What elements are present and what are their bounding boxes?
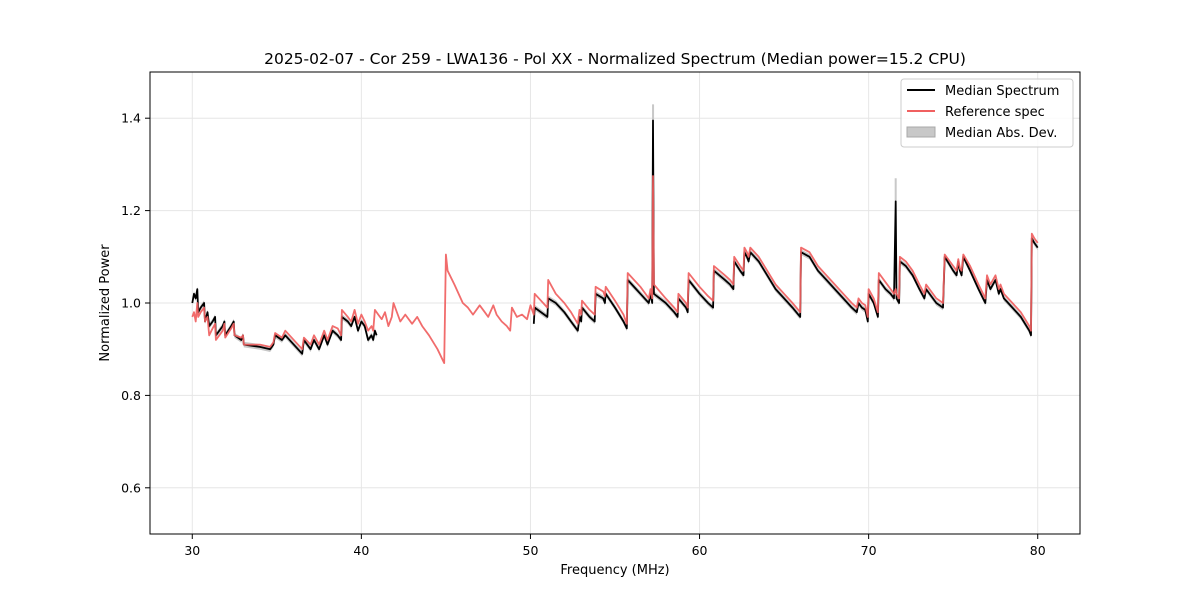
y-axis-label: Normalized Power [98, 244, 113, 362]
x-tick-label: 80 [1030, 543, 1046, 558]
legend: Median Spectrum Reference spec Median Ab… [900, 78, 1074, 148]
legend-box [900, 78, 1074, 148]
reference-spectrum-layer [191, 175, 1039, 365]
x-tick-label: 30 [184, 543, 200, 558]
x-axis-label: Frequency (MHz) [560, 563, 669, 578]
y-axis-ticks: 0.6 0.8 1.0 1.2 1.4 [121, 111, 150, 495]
y-tick-label: 0.8 [121, 388, 141, 403]
y-tick-label: 1.2 [121, 203, 141, 218]
chart-title: 2025-02-07 - Cor 259 - LWA136 - Pol XX -… [264, 50, 966, 68]
x-tick-label: 70 [861, 543, 877, 558]
x-tick-label: 60 [692, 543, 708, 558]
y-tick-label: 1.0 [121, 296, 141, 311]
y-tick-label: 0.6 [121, 480, 141, 495]
reference-spectrum-line [191, 175, 1039, 365]
y-tick-label: 1.4 [121, 111, 141, 126]
legend-reference-label: Reference spec [945, 105, 1045, 120]
x-axis-ticks: 30 40 50 60 70 80 [184, 534, 1046, 558]
median-spectrum-line [532, 119, 1039, 337]
legend-mad-swatch [906, 126, 936, 138]
x-tick-label: 40 [353, 543, 369, 558]
legend-median-label: Median Spectrum [945, 84, 1059, 99]
x-tick-label: 50 [523, 543, 539, 558]
legend-mad-label: Median Abs. Dev. [945, 126, 1057, 141]
